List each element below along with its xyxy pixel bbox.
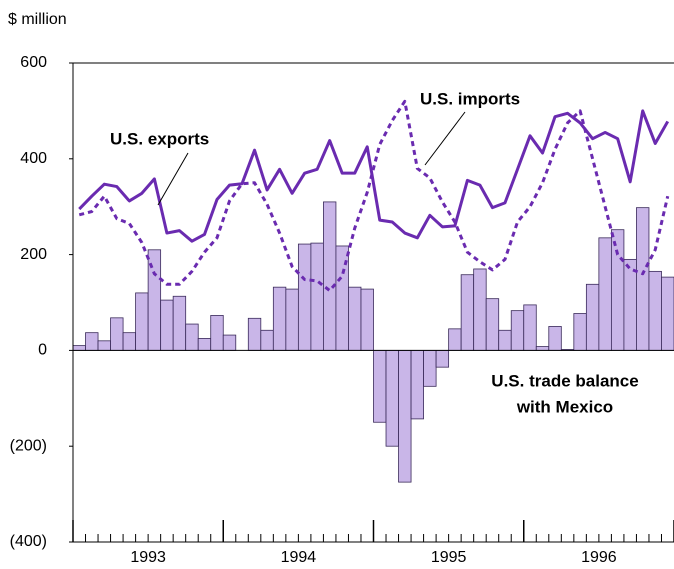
y-tick-label: 200: [20, 246, 47, 263]
bar: [523, 304, 537, 351]
bar: [247, 317, 262, 351]
bar: [260, 329, 274, 351]
annotation: U.S. imports: [420, 89, 520, 108]
bar: [623, 258, 637, 351]
bar: [610, 229, 625, 351]
bar: [435, 349, 450, 368]
bar: [498, 329, 512, 351]
bar: [172, 295, 187, 351]
bar: [410, 349, 424, 420]
leader: [157, 152, 189, 206]
bar: [373, 349, 387, 423]
exports-line: [78, 109, 670, 243]
bar: [448, 328, 462, 351]
bar: [573, 313, 587, 351]
bar: [85, 332, 99, 351]
bar: [460, 274, 475, 351]
y-axis-label: $ million: [8, 11, 67, 28]
bar: [510, 310, 525, 351]
imports-line: [78, 99, 670, 293]
bar: [348, 286, 362, 351]
bar: [135, 292, 149, 351]
bar: [585, 283, 600, 351]
y-tick-label: 400: [20, 150, 47, 167]
leader: [424, 111, 466, 166]
y-tick-label: (400): [10, 533, 47, 550]
bar: [636, 207, 650, 351]
bar: [385, 349, 399, 447]
bar: [285, 288, 299, 351]
x-tick-label: 1994: [281, 549, 317, 566]
bar: [648, 270, 662, 351]
bar: [661, 276, 674, 351]
bar: [222, 334, 237, 351]
bar: [473, 268, 487, 351]
bar: [485, 298, 500, 351]
bar: [423, 349, 437, 387]
bar: [398, 349, 412, 483]
y-tick-label: 600: [20, 54, 47, 71]
bar: [548, 326, 562, 351]
bar: [160, 299, 174, 351]
annotation: U.S. exports: [110, 129, 209, 148]
y-tick-label: 0: [38, 342, 47, 359]
bar: [297, 243, 312, 351]
bar: [197, 338, 212, 351]
y-tick-label: (200): [10, 437, 47, 454]
bar: [310, 242, 324, 351]
x-tick-label: 1993: [130, 549, 166, 566]
annotation: with Mexico: [516, 397, 613, 416]
bar: [72, 345, 86, 351]
bar: [122, 332, 137, 351]
bar: [185, 323, 199, 351]
annotation: U.S. trade balance: [491, 371, 638, 390]
x-tick-label: 1995: [431, 549, 467, 566]
bar: [598, 237, 612, 351]
bar: [272, 286, 287, 351]
bar: [110, 317, 124, 351]
bar: [535, 346, 550, 351]
bar: [360, 288, 374, 351]
bar: [210, 315, 224, 351]
bar: [97, 340, 111, 351]
x-tick-label: 1996: [581, 549, 617, 566]
bar: [323, 201, 337, 351]
